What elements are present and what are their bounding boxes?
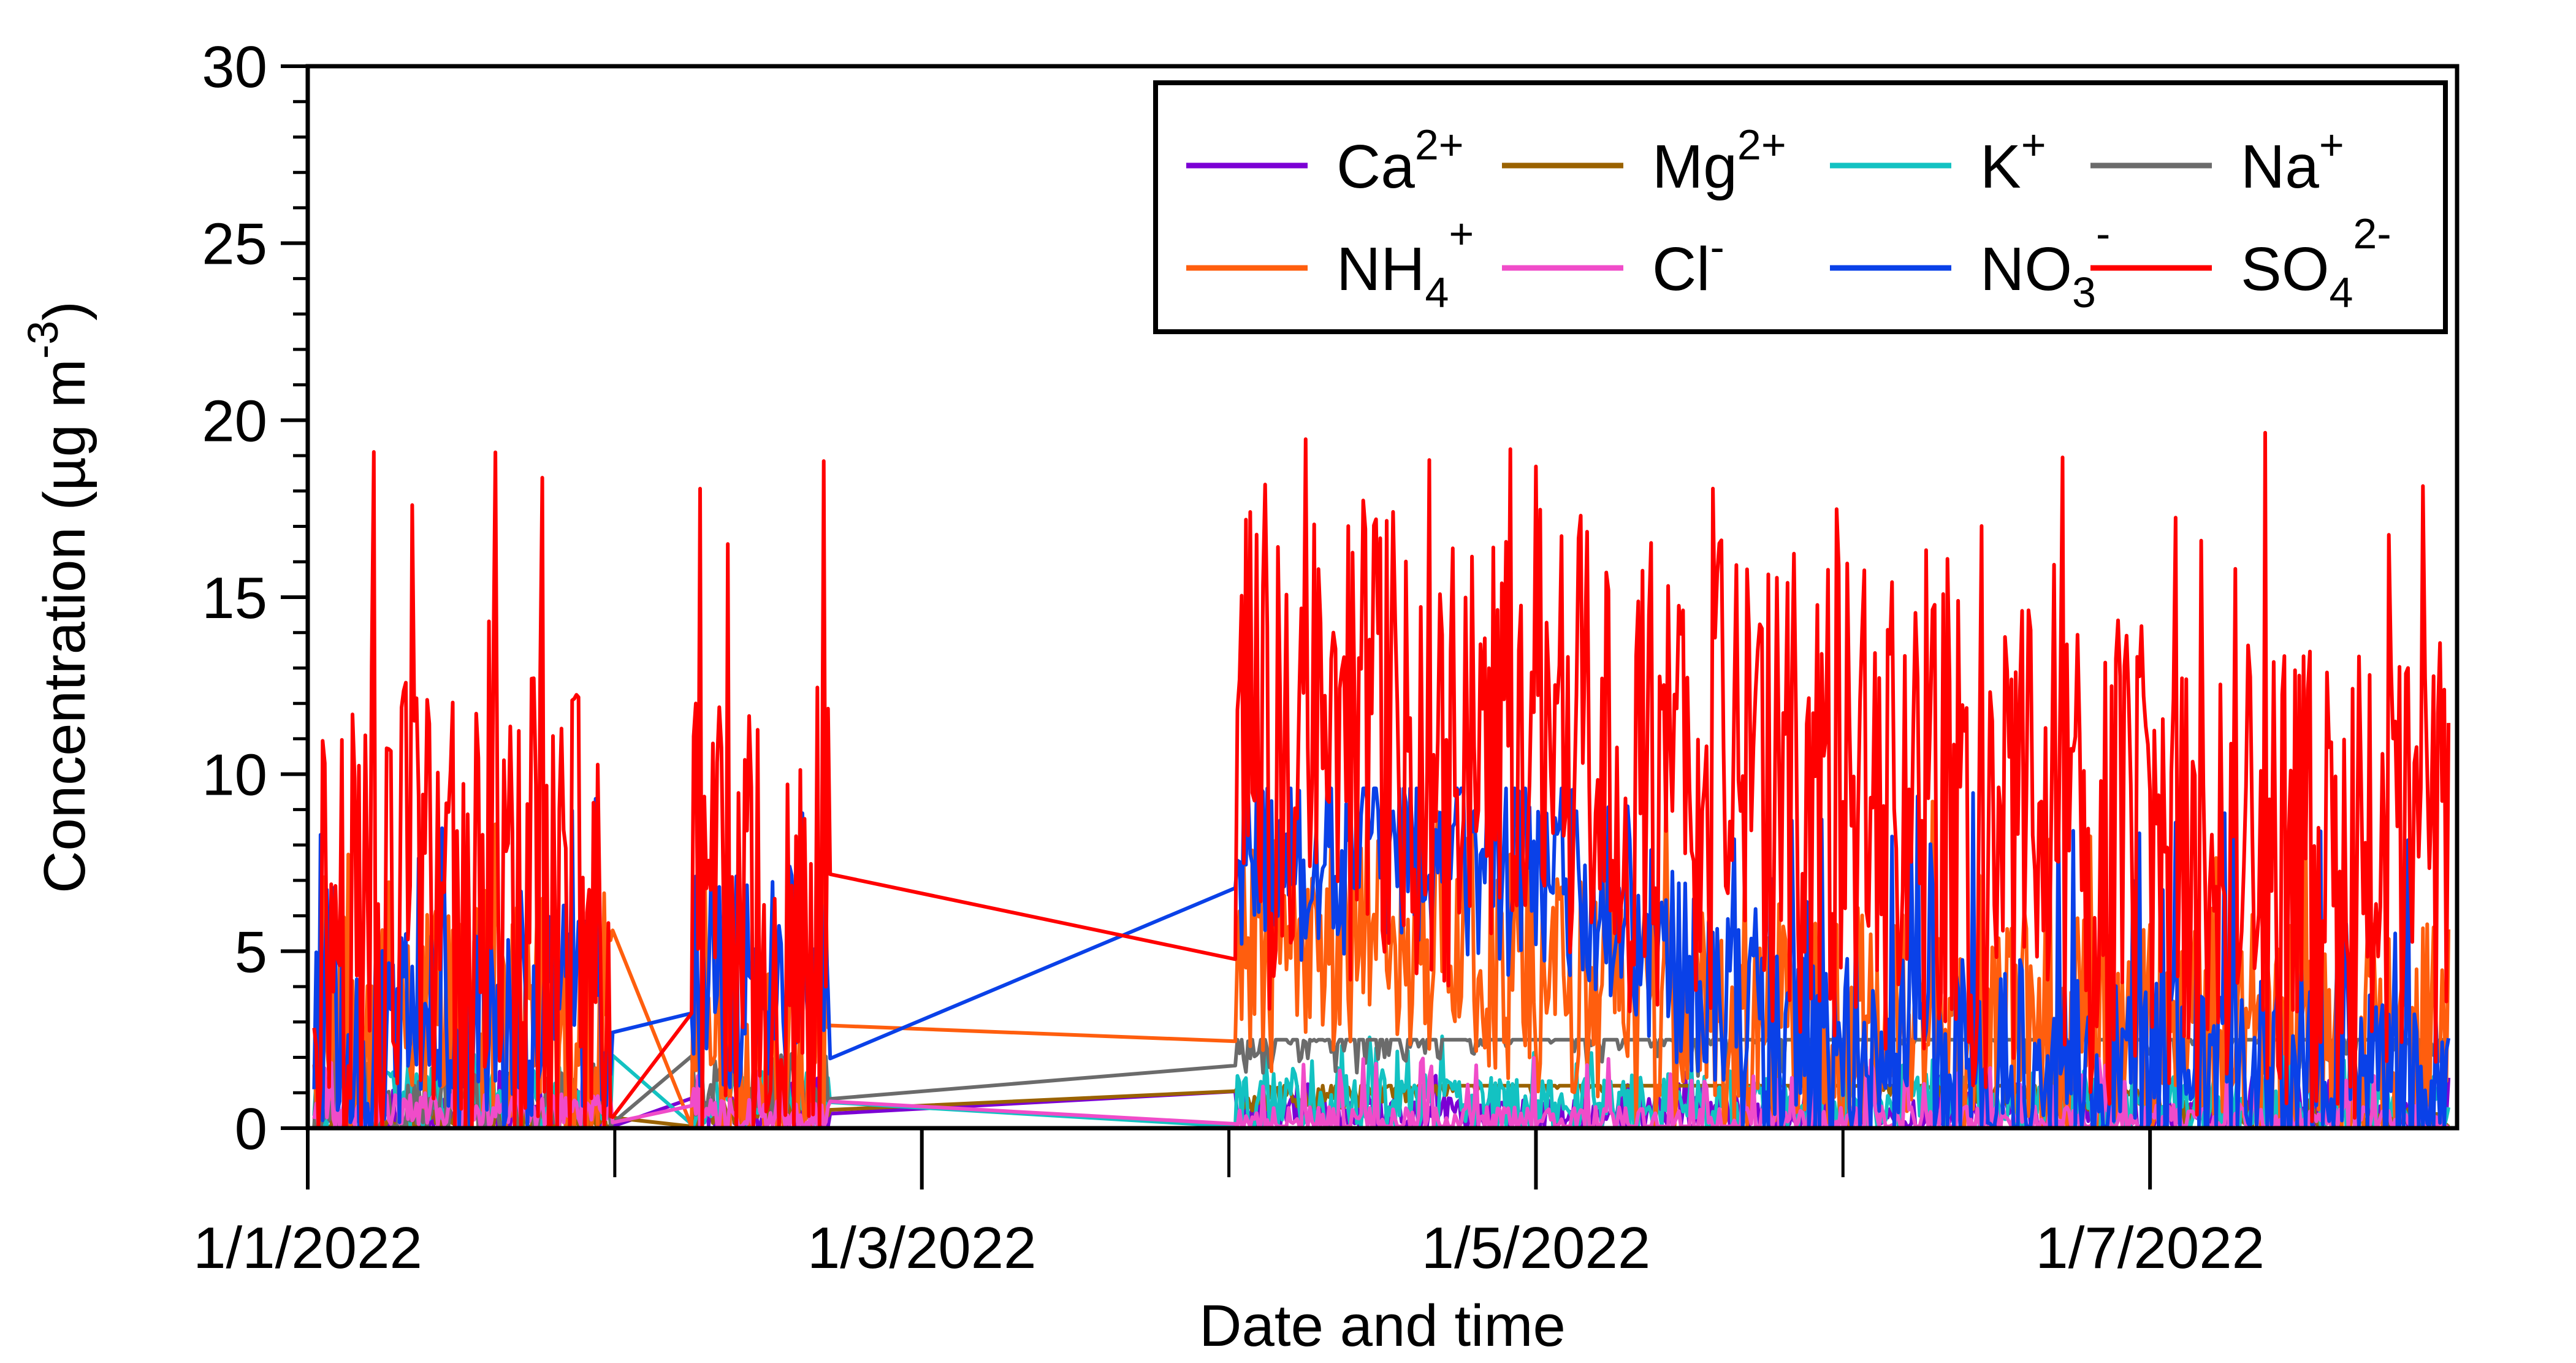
- legend-label: Mg2+: [1652, 121, 1786, 201]
- legend: Ca2+ Mg2+ K+ Na+ NH4+ Cl- NO3- SO42-: [1153, 80, 2448, 334]
- legend-label: K+: [1980, 121, 2046, 201]
- series-line-cl: [312, 1056, 2449, 1129]
- series-line-so4: [312, 430, 2451, 1129]
- y-tick-label: 15: [202, 565, 267, 631]
- legend-label: Ca2+: [1336, 121, 1464, 201]
- x-tick-label: 1/5/2022: [1422, 1215, 1651, 1281]
- y-tick-label: 10: [202, 743, 267, 808]
- legend-label: NH4+: [1336, 210, 1474, 316]
- y-tick-label: 30: [202, 34, 267, 100]
- y-tick-label: 20: [202, 388, 267, 454]
- legend-label: Cl-: [1652, 223, 1724, 304]
- y-tick-label: 25: [202, 212, 267, 277]
- legend-label: NO3-: [1980, 210, 2110, 316]
- legend-box: [1153, 80, 2448, 334]
- y-axis-title-superscript: -3: [19, 321, 67, 359]
- x-tick-label: 1/1/2022: [193, 1215, 422, 1281]
- legend-label: Na+: [2241, 121, 2344, 201]
- y-axis-title-main: Concentration (µg m: [32, 359, 97, 893]
- y-axis-title-close: ): [32, 301, 97, 321]
- x-tick-label: 1/7/2022: [2035, 1215, 2265, 1281]
- legend-label: SO42-: [2241, 210, 2391, 316]
- x-tick-label: 1/3/2022: [807, 1215, 1037, 1281]
- y-tick-label: 0: [235, 1096, 267, 1162]
- y-tick-label: 5: [235, 919, 267, 985]
- x-axis-title: Date and time: [1199, 1293, 1566, 1359]
- y-axis-title: Concentration (µg m-3): [19, 301, 97, 893]
- series-layer: [312, 430, 2451, 1129]
- axes-layer: 0 5 10 15 20 25 30 1/1/2022 1/3/2022 1/5/2022 1/7/…: [193, 34, 2265, 1281]
